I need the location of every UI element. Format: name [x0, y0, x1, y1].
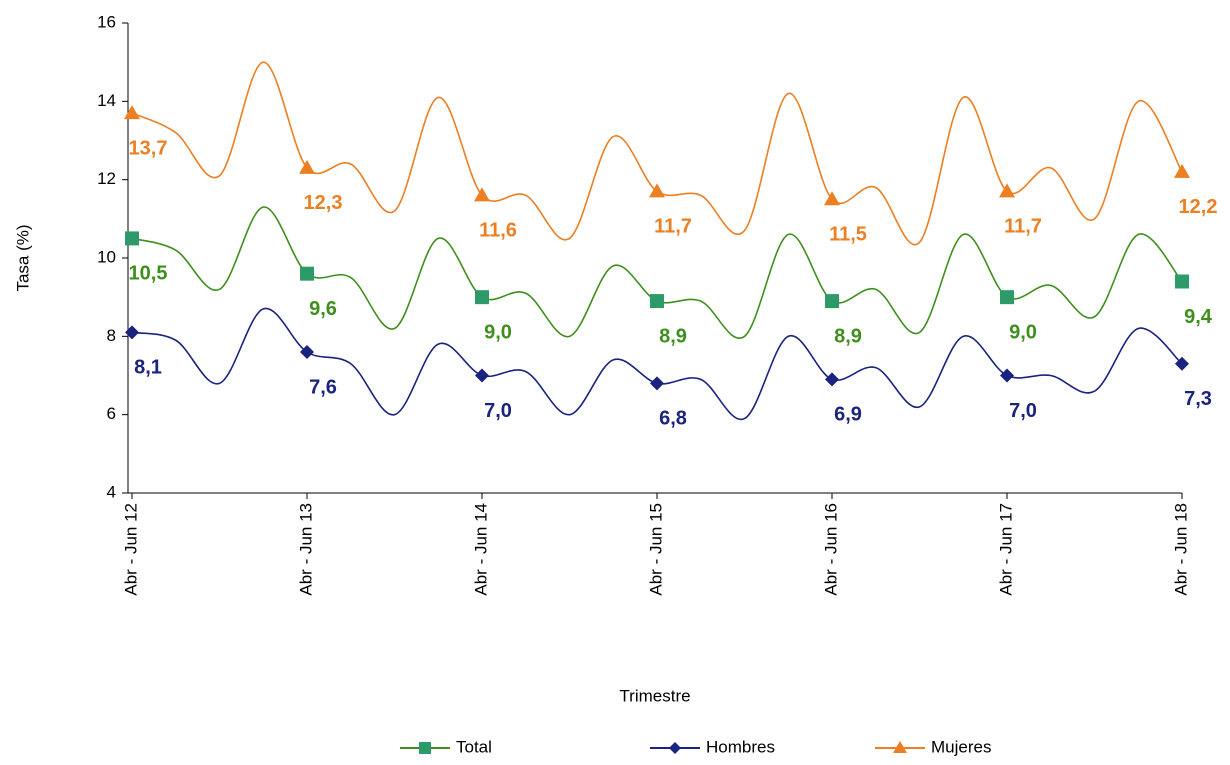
data-point — [124, 105, 140, 120]
y-tick-label: 10 — [97, 247, 116, 266]
data-point — [475, 290, 489, 305]
data-point — [1000, 368, 1014, 383]
legend-marker — [893, 741, 907, 753]
data-point — [299, 159, 315, 174]
data-point — [1175, 356, 1189, 371]
data-point — [300, 345, 314, 359]
legend-label: Mujeres — [931, 737, 991, 756]
y-axis-title: Tasa (%) — [13, 224, 32, 291]
y-tick-label: 6 — [107, 404, 116, 423]
data-label: 13,7 — [129, 137, 168, 159]
data-label: 7,3 — [1184, 388, 1212, 410]
data-label: 6,8 — [659, 408, 687, 430]
data-label: 8,9 — [659, 325, 687, 347]
y-tick-label: 12 — [97, 169, 116, 188]
y-tick-label: 16 — [97, 12, 116, 31]
data-point — [999, 183, 1015, 198]
data-label: 12,3 — [304, 192, 343, 214]
data-label: 12,2 — [1179, 196, 1218, 218]
data-label: 11,7 — [654, 216, 692, 238]
data-point — [825, 294, 839, 309]
data-point — [1174, 163, 1190, 178]
legend-marker — [419, 742, 431, 754]
data-label: 9,0 — [484, 321, 512, 343]
data-label: 9,4 — [1184, 306, 1213, 328]
data-point — [650, 376, 664, 391]
data-label: 8,1 — [134, 357, 162, 379]
y-tick-label: 14 — [97, 91, 116, 110]
x-axis-title: Trimestre — [619, 686, 690, 705]
y-tick-label: 4 — [107, 482, 116, 501]
legend-marker — [669, 742, 681, 754]
y-tick-label: 8 — [107, 326, 116, 345]
x-tick-label: Abr - Jun 13 — [296, 503, 315, 596]
x-tick-label: Abr - Jun 18 — [1171, 503, 1190, 596]
x-tick-label: Abr - Jun 14 — [471, 503, 490, 596]
legend-label: Total — [456, 737, 492, 756]
data-label: 11,7 — [1004, 216, 1042, 238]
data-label: 9,6 — [309, 298, 337, 320]
x-tick-label: Abr - Jun 17 — [996, 503, 1015, 596]
data-point — [475, 368, 489, 383]
data-label: 10,5 — [129, 263, 168, 285]
data-label: 7,0 — [1009, 400, 1037, 422]
x-tick-label: Abr - Jun 15 — [646, 503, 665, 596]
data-point — [300, 266, 314, 281]
x-tick-label: Abr - Jun 16 — [821, 503, 840, 596]
data-point — [824, 191, 840, 206]
legend-label: Hombres — [706, 737, 775, 756]
data-label: 8,9 — [834, 325, 862, 347]
data-point — [650, 294, 664, 309]
data-point — [474, 187, 490, 202]
data-point — [1000, 290, 1014, 305]
data-label: 7,0 — [484, 400, 512, 422]
data-point — [125, 325, 139, 340]
data-label: 7,6 — [309, 376, 337, 398]
data-point — [649, 183, 665, 198]
data-label: 6,9 — [834, 404, 862, 426]
data-label: 9,0 — [1009, 321, 1037, 343]
data-point — [125, 231, 139, 246]
data-point — [825, 372, 839, 387]
x-tick-label: Abr - Jun 12 — [121, 503, 140, 596]
data-label: 11,6 — [479, 220, 517, 242]
data-point — [1175, 274, 1189, 289]
data-label: 11,5 — [829, 224, 867, 246]
